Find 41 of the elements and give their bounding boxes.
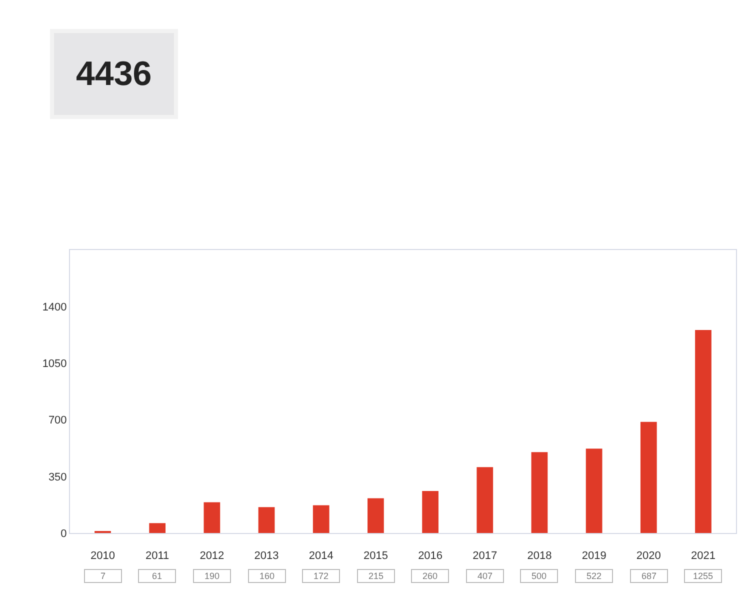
y-tick-label: 1400 bbox=[42, 301, 67, 314]
data-label: 687 bbox=[641, 571, 657, 581]
bar bbox=[640, 422, 657, 533]
y-tick-label: 1050 bbox=[42, 358, 67, 370]
x-tick-label: 2012 bbox=[200, 550, 224, 562]
data-label: 215 bbox=[368, 571, 384, 581]
data-label: 500 bbox=[531, 571, 547, 581]
x-tick-label: 2010 bbox=[90, 550, 115, 562]
bar bbox=[149, 523, 166, 533]
x-tick-label: 2011 bbox=[146, 550, 170, 562]
bar bbox=[312, 505, 330, 533]
x-tick-label: 2017 bbox=[472, 550, 498, 562]
data-label: 172 bbox=[313, 571, 329, 581]
bar bbox=[258, 507, 275, 533]
y-tick-label: 700 bbox=[48, 414, 67, 427]
y-tick-label: 0 bbox=[60, 528, 67, 540]
x-tick-label: 2013 bbox=[254, 550, 279, 562]
data-label: 407 bbox=[477, 571, 493, 581]
bar bbox=[531, 452, 548, 533]
data-label: 1255 bbox=[692, 571, 714, 581]
bar bbox=[695, 330, 712, 533]
data-label: 160 bbox=[259, 571, 275, 581]
data-label: 260 bbox=[422, 571, 438, 581]
y-tick-label: 350 bbox=[48, 471, 67, 484]
x-tick-label: 2016 bbox=[418, 550, 443, 562]
data-label: 7 bbox=[100, 571, 106, 581]
bar bbox=[368, 498, 384, 533]
data-label: 522 bbox=[586, 571, 602, 581]
x-tick-label: 2018 bbox=[527, 550, 552, 562]
bar bbox=[422, 490, 438, 533]
x-tick-label: 2015 bbox=[363, 550, 388, 562]
x-tick-label: 2020 bbox=[636, 550, 661, 562]
chart-title: 4436 bbox=[76, 55, 152, 93]
x-tick-label: 2021 bbox=[691, 550, 716, 562]
bar bbox=[476, 467, 494, 533]
x-tick-label: 2014 bbox=[308, 550, 334, 562]
data-label: 190 bbox=[204, 571, 220, 581]
bar bbox=[204, 502, 220, 533]
data-label: 61 bbox=[152, 571, 162, 581]
bar bbox=[586, 448, 602, 533]
x-tick-label: 2019 bbox=[582, 550, 606, 562]
